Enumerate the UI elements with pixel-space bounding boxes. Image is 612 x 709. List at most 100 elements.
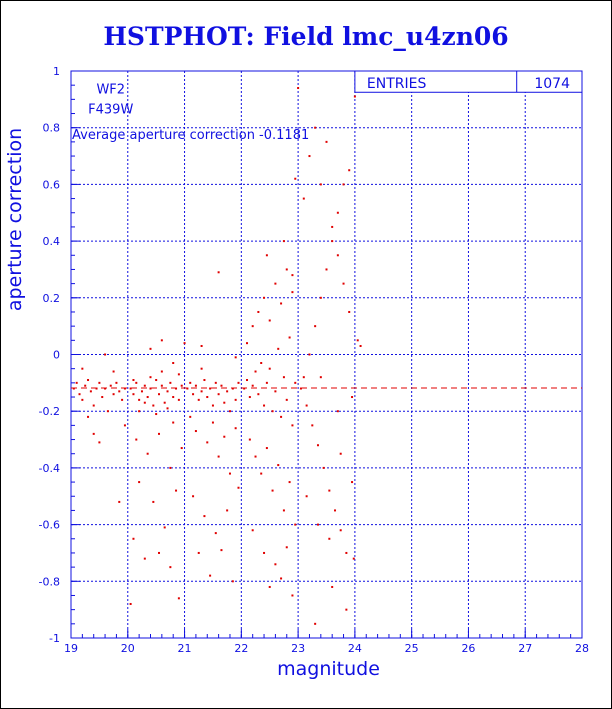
data-point — [149, 376, 152, 379]
data-point — [308, 353, 311, 356]
data-point — [169, 381, 172, 384]
data-point — [172, 421, 175, 424]
data-point — [197, 398, 200, 401]
data-point — [282, 376, 285, 379]
data-point — [277, 347, 280, 350]
data-point — [118, 390, 121, 393]
data-point — [152, 404, 155, 407]
data-point — [87, 415, 90, 418]
data-point — [263, 551, 266, 554]
data-point — [197, 551, 200, 554]
data-point — [265, 381, 268, 384]
data-point — [104, 387, 107, 390]
data-point — [194, 430, 197, 433]
data-point — [220, 384, 223, 387]
data-point — [277, 464, 280, 467]
data-point — [356, 339, 359, 342]
y-tick-label: 0.4 — [43, 235, 61, 248]
data-point — [348, 310, 351, 313]
data-point — [248, 438, 251, 441]
data-point — [322, 466, 325, 469]
data-point — [149, 347, 152, 350]
data-point — [280, 577, 283, 580]
data-point — [352, 557, 355, 560]
data-point — [98, 441, 101, 444]
data-point — [339, 529, 342, 532]
data-point — [177, 373, 180, 376]
data-point — [305, 404, 308, 407]
data-point — [348, 169, 351, 172]
data-point — [342, 183, 345, 186]
data-point — [84, 384, 87, 387]
x-tick-label: 26 — [461, 642, 475, 655]
data-point — [246, 342, 249, 345]
data-point — [175, 387, 178, 390]
data-point — [211, 421, 214, 424]
data-point — [305, 495, 308, 498]
data-point — [359, 344, 362, 347]
data-point — [206, 441, 209, 444]
data-point — [143, 401, 146, 404]
data-point — [308, 155, 311, 158]
data-point — [314, 126, 317, 129]
data-point — [353, 95, 356, 98]
data-point — [175, 489, 178, 492]
data-point — [146, 396, 149, 399]
data-point — [132, 379, 135, 382]
data-point — [288, 336, 291, 339]
data-point — [166, 390, 169, 393]
data-point — [217, 455, 220, 458]
data-point — [302, 376, 305, 379]
data-point — [268, 367, 271, 370]
y-tick-label: 0 — [53, 349, 60, 362]
data-point — [186, 387, 189, 390]
grid-lines — [71, 71, 582, 638]
data-point — [72, 387, 75, 390]
data-point — [248, 396, 251, 399]
data-point — [234, 398, 237, 401]
x-tick-label: 23 — [291, 642, 305, 655]
y-tick-labels: -1 -0.8 -0.6 -0.4 -0.2 0 0.2 0.4 0.6 0.8 1 — [39, 65, 60, 645]
data-point — [319, 296, 322, 299]
data-point — [214, 381, 217, 384]
data-point — [177, 597, 180, 600]
y-tick-label: 0.2 — [43, 292, 61, 305]
data-point — [189, 381, 192, 384]
data-point — [152, 500, 155, 503]
data-point — [155, 413, 158, 416]
data-point — [254, 370, 257, 373]
data-point — [95, 387, 98, 390]
data-point — [345, 608, 348, 611]
data-point — [328, 489, 331, 492]
x-tick-label: 19 — [64, 642, 78, 655]
stats-box — [354, 70, 583, 93]
x-tick-label: 28 — [575, 642, 589, 655]
data-point — [189, 415, 192, 418]
data-point — [294, 523, 297, 526]
data-point — [132, 537, 135, 540]
data-point — [98, 381, 101, 384]
x-tick-labels: 19 20 21 22 23 24 25 26 27 28 — [64, 642, 589, 655]
camera-annotation: WF2 — [96, 83, 125, 98]
data-point — [280, 302, 283, 305]
data-point — [331, 240, 334, 243]
data-point — [316, 523, 319, 526]
data-point — [302, 197, 305, 200]
y-tick-label: -0.8 — [39, 575, 60, 588]
data-point — [138, 481, 141, 484]
average-annotation: Average aperture correction -0.1181 — [72, 128, 309, 143]
data-point — [81, 367, 84, 370]
data-point — [285, 546, 288, 549]
data-point — [260, 362, 263, 365]
data-point — [268, 319, 271, 322]
data-point — [172, 362, 175, 365]
data-point — [331, 225, 334, 228]
data-point — [351, 396, 354, 399]
data-point — [280, 415, 283, 418]
data-point — [231, 387, 234, 390]
data-point — [209, 387, 212, 390]
data-point — [311, 424, 314, 427]
data-point — [163, 401, 166, 404]
data-point — [180, 447, 183, 450]
data-point — [243, 387, 246, 390]
